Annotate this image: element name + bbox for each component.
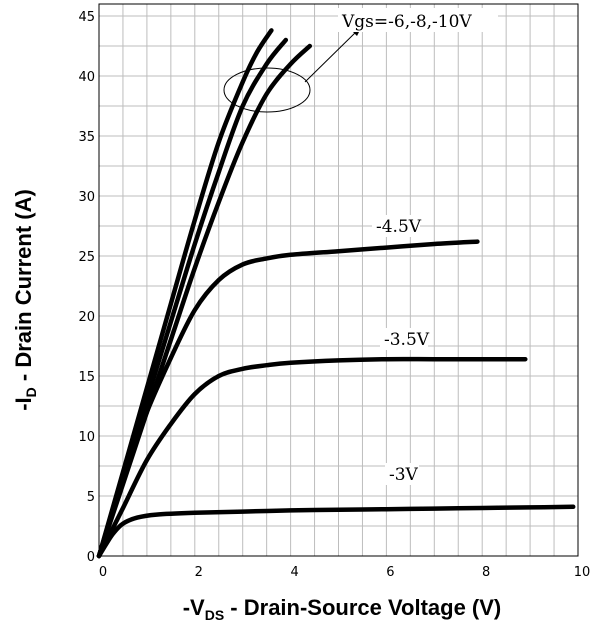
y-tick-label: 15 [78, 370, 95, 385]
y-tick-label: 25 [78, 250, 95, 265]
x-tick-label: 0 [99, 565, 107, 580]
series-line-3 [96, 239, 480, 559]
annotation-3v: -3V [389, 465, 419, 485]
x-tick-label: 10 [574, 565, 591, 580]
curves [96, 28, 576, 559]
grid [98, 3, 579, 557]
annotation-arrow [304, 29, 359, 83]
annotation-main-bg [338, 8, 498, 32]
series-line-5 [96, 504, 576, 559]
x-axis-title: -VDS - Drain-Source Voltage (V) [183, 595, 502, 623]
y-tick-label: 5 [87, 490, 95, 505]
x-tick-label: 8 [482, 565, 490, 580]
y-tick-label: 30 [78, 190, 95, 205]
annotation-3-5v: -3.5V [384, 330, 430, 350]
series-line-2 [96, 43, 313, 559]
annotation-35-bg [380, 328, 428, 350]
annotation-ellipse [223, 67, 311, 113]
y-tick-label: 0 [87, 550, 95, 565]
tick-labels: 0 2 4 6 8 10 0 5 10 15 20 25 30 35 40 45 [78, 10, 590, 580]
annotation-3-bg [385, 463, 419, 485]
y-axis-title: -ID - Drain Current (A) [11, 189, 39, 411]
annotation-45-bg [372, 215, 420, 237]
y-tick-label: 10 [78, 430, 95, 445]
x-tick-label: 6 [386, 565, 394, 580]
y-tick-label: 45 [78, 10, 95, 25]
y-tick-label: 40 [78, 70, 95, 85]
annotation-4-5v: -4.5V [376, 217, 422, 237]
x-tick-label: 2 [195, 565, 203, 580]
y-tick-label: 35 [78, 130, 95, 145]
y-tick-label: 20 [78, 310, 95, 325]
annotation-main: Vgs=-6,-8,-10V [341, 12, 472, 32]
series-line-4 [96, 356, 528, 559]
plot-frame [98, 3, 579, 557]
x-tick-label: 4 [290, 565, 298, 580]
